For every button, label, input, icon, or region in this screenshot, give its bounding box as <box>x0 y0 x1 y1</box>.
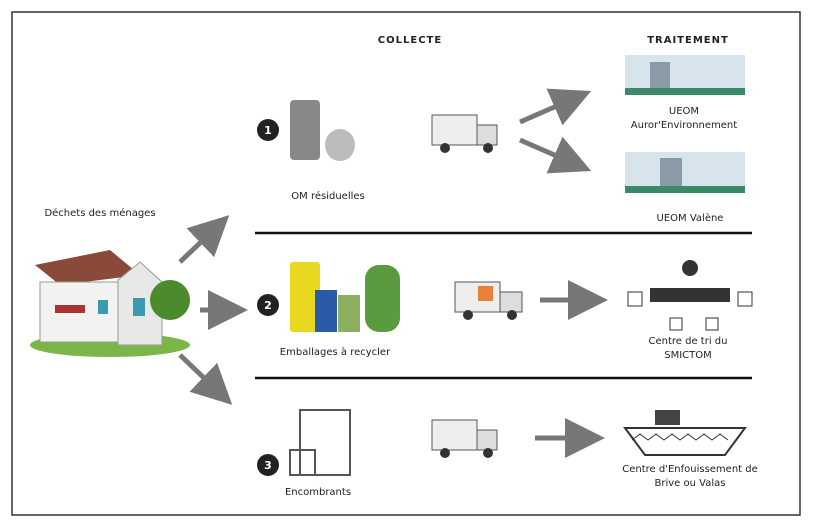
truck-icon <box>455 282 522 320</box>
arrow <box>520 140 582 167</box>
bin-icon <box>290 100 355 161</box>
sorting-icon <box>628 260 752 330</box>
destination-label: Auror'Environnement <box>631 120 737 131</box>
destination-label: SMICTOM <box>664 350 712 361</box>
arrow <box>520 95 582 122</box>
truck-icon <box>432 115 497 153</box>
header-traitement: TRAITEMENT <box>647 35 729 46</box>
destination-label: Brive ou Valas <box>655 478 726 489</box>
destination-label: UEOM Valène <box>657 212 724 224</box>
stream-label: OM résiduelles <box>291 190 364 202</box>
step-number: 2 <box>264 299 272 312</box>
stream-label: Encombrants <box>285 487 351 498</box>
landfill-icon <box>625 410 745 455</box>
source-label: Déchets des ménages <box>44 207 155 219</box>
diagram: COLLECTE TRAITEMENT Déchets des ménages … <box>0 0 816 531</box>
step-number: 1 <box>264 124 272 137</box>
destination-label: Centre de tri du <box>649 336 728 347</box>
destination-label: Centre d'Enfouissement de <box>622 464 758 475</box>
header-collecte: COLLECTE <box>378 35 442 46</box>
house-icon <box>30 250 190 357</box>
arrow <box>180 355 225 398</box>
furniture-icon <box>290 410 350 475</box>
truck-icon <box>432 420 497 458</box>
destination-label: UEOM <box>669 106 699 117</box>
step-number: 3 <box>264 459 272 472</box>
bins-icon <box>290 262 400 332</box>
stream-label: Emballages à recycler <box>280 346 391 358</box>
arrow <box>180 222 222 262</box>
